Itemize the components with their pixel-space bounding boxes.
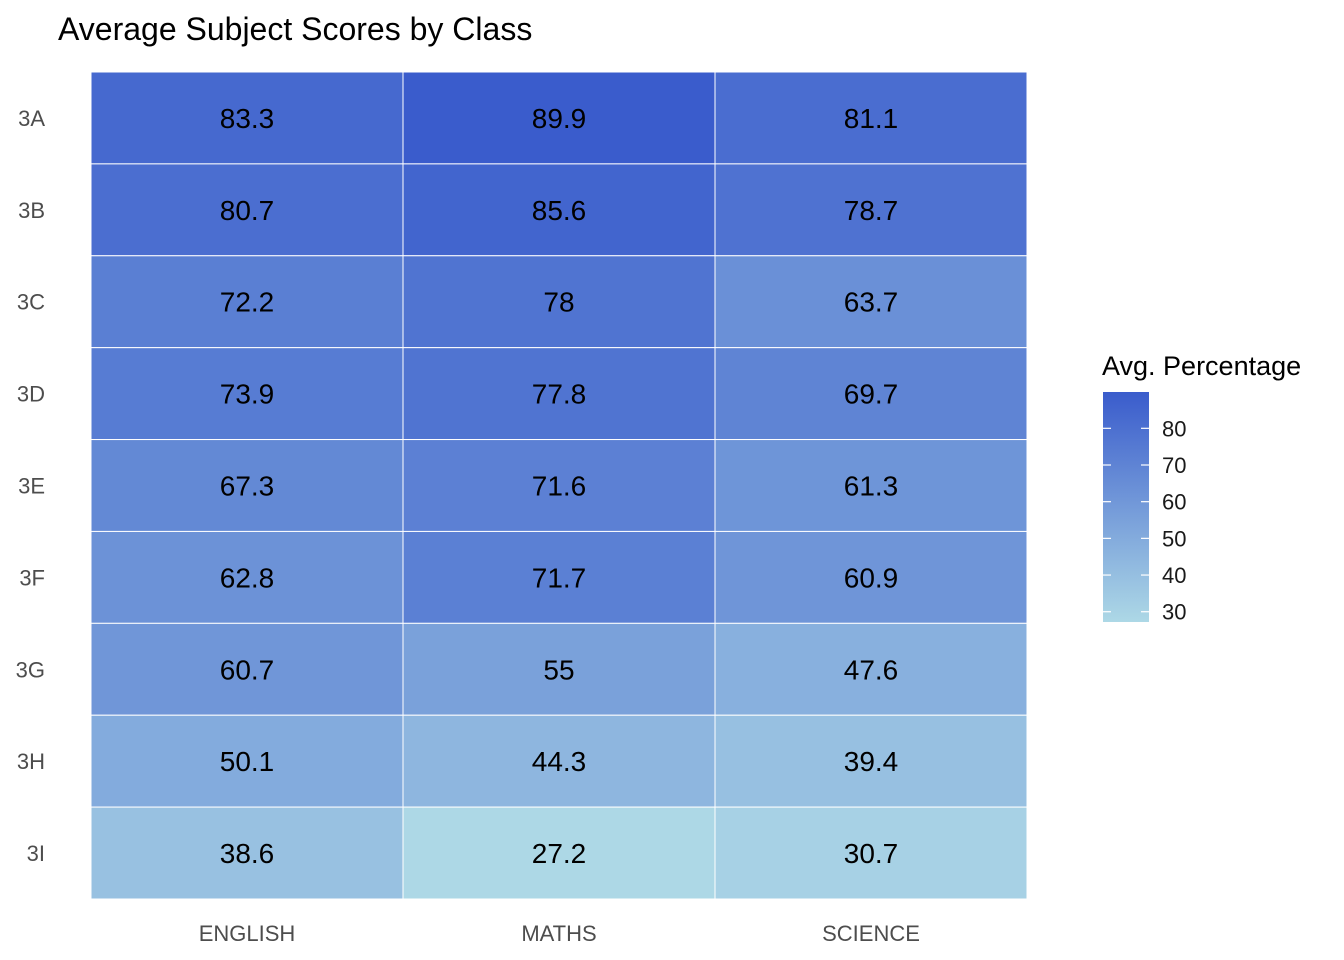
x-axis-tick-labels: ENGLISH MATHS SCIENCE (199, 921, 920, 946)
heatmap-cell-3b-english (90, 163, 404, 257)
y-tick-label-3h: 3H (17, 749, 45, 774)
data-label-3a-science: 81.1 (844, 103, 899, 134)
heatmap-cells (90, 71, 1028, 900)
y-tick-label-3d: 3D (17, 382, 45, 407)
x-tick-label-science: SCIENCE (822, 921, 920, 946)
heatmap-cell-labels: 83.3 89.9 81.1 80.7 85.6 78.7 72.2 78 63.7 73.9 77… (220, 103, 899, 869)
data-label-3g-maths: 55 (543, 654, 574, 685)
data-label-3i-maths: 27.2 (532, 838, 587, 869)
heatmap-cell-3f-science (714, 530, 1028, 624)
data-label-3a-maths: 89.9 (532, 103, 587, 134)
legend-tick-label-50: 50 (1162, 526, 1186, 551)
heatmap-cell-3a-english (90, 71, 404, 165)
legend-tick-label-80: 80 (1162, 416, 1186, 441)
heatmap-cell-3f-english (90, 530, 404, 624)
data-label-3c-english: 72.2 (220, 287, 275, 318)
data-label-3b-maths: 85.6 (532, 195, 587, 226)
y-tick-label-3g: 3G (16, 657, 45, 682)
heatmap-cell-3b-maths (402, 163, 716, 257)
legend-tick-label-30: 30 (1162, 600, 1186, 625)
heatmap-cell-3e-maths (402, 439, 716, 532)
heatmap-cell-3c-maths (402, 255, 716, 349)
heatmap-cell-3a-science (714, 71, 1028, 165)
heatmap-cell-3f-maths (402, 530, 716, 624)
data-label-3i-english: 38.6 (220, 838, 275, 869)
x-tick-label-maths: MATHS (521, 921, 596, 946)
legend-color-bar (1103, 392, 1149, 622)
x-tick-label-english: ENGLISH (199, 921, 296, 946)
data-label-3b-english: 80.7 (220, 195, 275, 226)
data-label-3c-maths: 78 (543, 287, 574, 318)
data-label-3e-english: 67.3 (220, 471, 275, 502)
heatmap-cell-3h-english (90, 714, 404, 808)
heatmap-cell-3h-maths (402, 714, 716, 808)
data-label-3d-english: 73.9 (220, 379, 275, 410)
heatmap-cell-3g-maths (402, 622, 716, 716)
data-label-3f-english: 62.8 (220, 562, 275, 593)
color-legend: Avg. Percentage 30 40 50 60 70 80 (1102, 351, 1301, 625)
data-label-3b-science: 78.7 (844, 195, 899, 226)
y-tick-label-3a: 3A (18, 106, 45, 131)
data-label-3g-science: 47.6 (844, 654, 899, 685)
legend-tick-label-70: 70 (1162, 453, 1186, 478)
heatmap-cell-3d-english (90, 347, 404, 441)
data-label-3f-maths: 71.7 (532, 562, 587, 593)
legend-title: Avg. Percentage (1102, 351, 1301, 381)
heatmap-cell-3i-science (714, 806, 1028, 900)
heatmap-cell-3d-science (714, 347, 1028, 441)
heatmap-cell-3b-science (714, 163, 1028, 257)
heatmap-cell-3i-english (90, 806, 404, 900)
data-label-3h-maths: 44.3 (532, 746, 587, 777)
data-label-3d-science: 69.7 (844, 379, 899, 410)
heatmap-cell-3h-science (714, 714, 1028, 808)
data-label-3g-english: 60.7 (220, 654, 275, 685)
y-axis-tick-labels: 3A 3B 3C 3D 3E 3F 3G 3H 3I (16, 106, 46, 866)
y-tick-label-3f: 3F (19, 565, 45, 590)
legend-tick-label-40: 40 (1162, 563, 1186, 588)
data-label-3e-maths: 71.6 (532, 471, 587, 502)
legend-tick-label-60: 60 (1162, 490, 1186, 515)
heatmap-cell-3e-english (90, 439, 404, 532)
heatmap-cell-3g-science (714, 622, 1028, 716)
legend-ticks: 30 40 50 60 70 80 (1103, 416, 1186, 625)
heatmap-cell-3a-maths (402, 71, 716, 165)
y-tick-label-3e: 3E (18, 474, 45, 499)
heatmap-cell-3g-english (90, 622, 404, 716)
y-tick-label-3c: 3C (17, 290, 45, 315)
y-tick-label-3i: 3I (27, 841, 45, 866)
data-label-3h-english: 50.1 (220, 746, 275, 777)
data-label-3a-english: 83.3 (220, 103, 275, 134)
y-tick-label-3b: 3B (18, 198, 45, 223)
data-label-3d-maths: 77.8 (532, 379, 587, 410)
data-label-3e-science: 61.3 (844, 471, 899, 502)
data-label-3f-science: 60.9 (844, 562, 899, 593)
data-label-3h-science: 39.4 (844, 746, 899, 777)
chart-title: Average Subject Scores by Class (58, 11, 532, 47)
data-label-3c-science: 63.7 (844, 287, 899, 318)
data-label-3i-science: 30.7 (844, 838, 899, 869)
heatmap-cell-3e-science (714, 439, 1028, 532)
